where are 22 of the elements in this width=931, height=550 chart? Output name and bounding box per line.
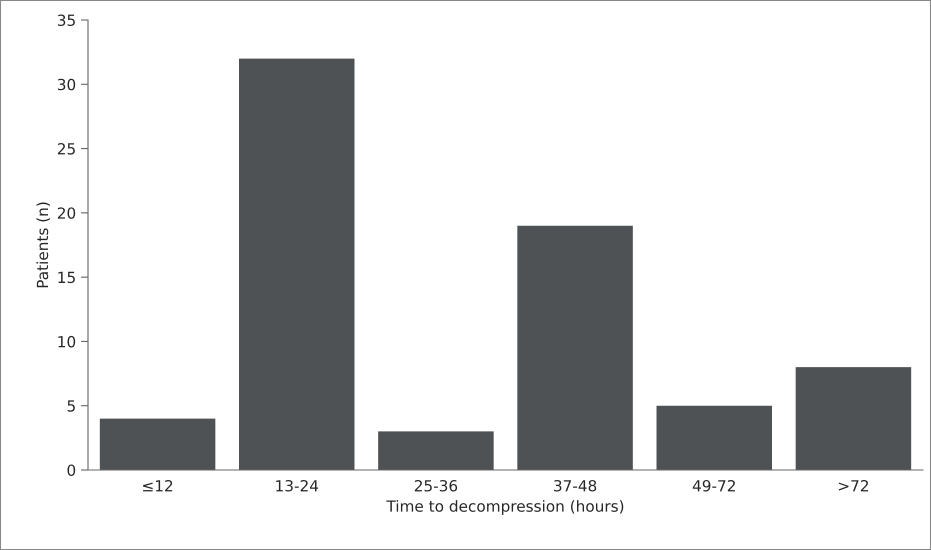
x-tick-label: 13-24 <box>276 480 318 492</box>
x-tick-label: >72 <box>838 480 868 492</box>
y-axis-title: Patients (n) <box>36 202 50 288</box>
y-tick-label: 35 <box>58 14 75 26</box>
y-tick-label: 0 <box>67 464 76 476</box>
x-tick-label: ≤12 <box>143 480 172 492</box>
y-tick-label: 20 <box>58 207 76 219</box>
x-tick-label: 37-48 <box>554 480 596 492</box>
bar <box>378 431 494 470</box>
x-tick-label: 25-36 <box>414 480 458 492</box>
x-axis-title: Time to decompression (hours) <box>386 500 624 515</box>
y-tick-label: 30 <box>58 78 76 90</box>
x-tick-label: 49-72 <box>692 480 735 492</box>
y-tick-label: 10 <box>58 336 76 348</box>
bar <box>796 367 912 470</box>
bar <box>517 226 633 470</box>
bar <box>656 406 772 470</box>
bar <box>100 418 216 470</box>
y-tick-label: 15 <box>58 272 75 284</box>
y-tick-label: 5 <box>68 400 75 412</box>
y-tick-label: 25 <box>58 143 75 155</box>
bar <box>238 58 355 470</box>
